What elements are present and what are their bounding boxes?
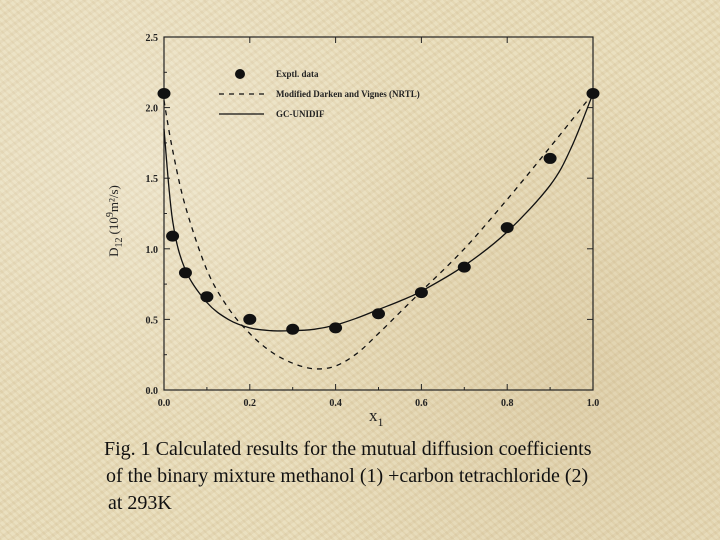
- y-tick-label: 2.5: [146, 33, 159, 44]
- x-label-sub: 1: [378, 415, 384, 429]
- caption-line-3: at 293K: [108, 492, 172, 514]
- x-tick-label: 1.0: [587, 398, 600, 409]
- y-tick-label: 1.5: [146, 174, 159, 185]
- svg-text:D12(109m²/s): D12 (109m²/s): [105, 185, 125, 257]
- exptl-data-point: [414, 287, 428, 299]
- exptl-data-point: [157, 87, 171, 99]
- exptl-data-point: [286, 323, 300, 335]
- y-label-unit-close: m²/s): [106, 185, 121, 212]
- y-label-sup: 9: [105, 212, 116, 217]
- exptl-data-point: [457, 261, 471, 273]
- legend-label-exptl: Exptl. data: [276, 69, 319, 79]
- x-tick-label: 0.0: [158, 398, 171, 409]
- x-tick-label: 0.2: [244, 398, 257, 409]
- svg-text:x1: x1: [369, 406, 384, 429]
- x-tick-label: 0.4: [329, 398, 342, 409]
- legend-label-unidif: GC-UNIDIF: [276, 109, 325, 119]
- exptl-data-point: [586, 87, 600, 99]
- y-label-sub: 12: [114, 237, 125, 247]
- figure-caption: Fig. 1 Calculated results for the mutual…: [104, 436, 704, 517]
- x-label-main: x: [369, 406, 378, 425]
- exptl-data-point: [166, 230, 180, 242]
- x-axis-label: x1: [369, 406, 384, 429]
- y-label-unit-open: (10: [106, 217, 121, 234]
- exptl-data-point: [243, 313, 257, 325]
- series-group: [157, 87, 600, 370]
- exptl-data-point: [329, 322, 343, 334]
- exptl-data-point: [372, 308, 385, 320]
- exptl-data-point: [178, 267, 192, 279]
- axes: 0.0 0.2 0.4 0.6 0.8 1.0 0.0 0.5 1.0 1.5 2.0 2.5: [146, 33, 600, 409]
- y-tick-label: 0.5: [146, 315, 159, 326]
- y-tick-label: 1.0: [146, 245, 159, 256]
- exptl-data-point: [543, 152, 557, 164]
- series-line-gc-unidif: [163, 93, 594, 332]
- y-axis-label: D12 (109m²/s): [105, 185, 125, 257]
- exptl-data-point: [500, 222, 514, 234]
- caption-line-2: of the binary mixture methanol (1) +carb…: [106, 465, 589, 487]
- y-label-d: D: [106, 247, 121, 256]
- caption-line-1: Fig. 1 Calculated results for the mutual…: [104, 438, 592, 460]
- legend-label-darken: Modified Darken and Vignes (NRTL): [276, 89, 420, 99]
- exptl-data-point: [200, 291, 214, 303]
- chart: 0.0 0.2 0.4 0.6 0.8 1.0 0.0 0.5 1.0 1.5 2.0 2.5 Exp…: [105, 33, 600, 429]
- legend-marker-exptl: [235, 69, 245, 79]
- y-tick-label: 0.0: [146, 386, 159, 397]
- x-tick-label: 0.8: [501, 398, 514, 409]
- legend: Exptl. data Modified Darken and Vignes (…: [219, 69, 420, 119]
- series-line-darken-vignes: [163, 93, 594, 370]
- x-tick-label: 0.6: [415, 398, 428, 409]
- y-tick-label: 2.0: [146, 104, 159, 115]
